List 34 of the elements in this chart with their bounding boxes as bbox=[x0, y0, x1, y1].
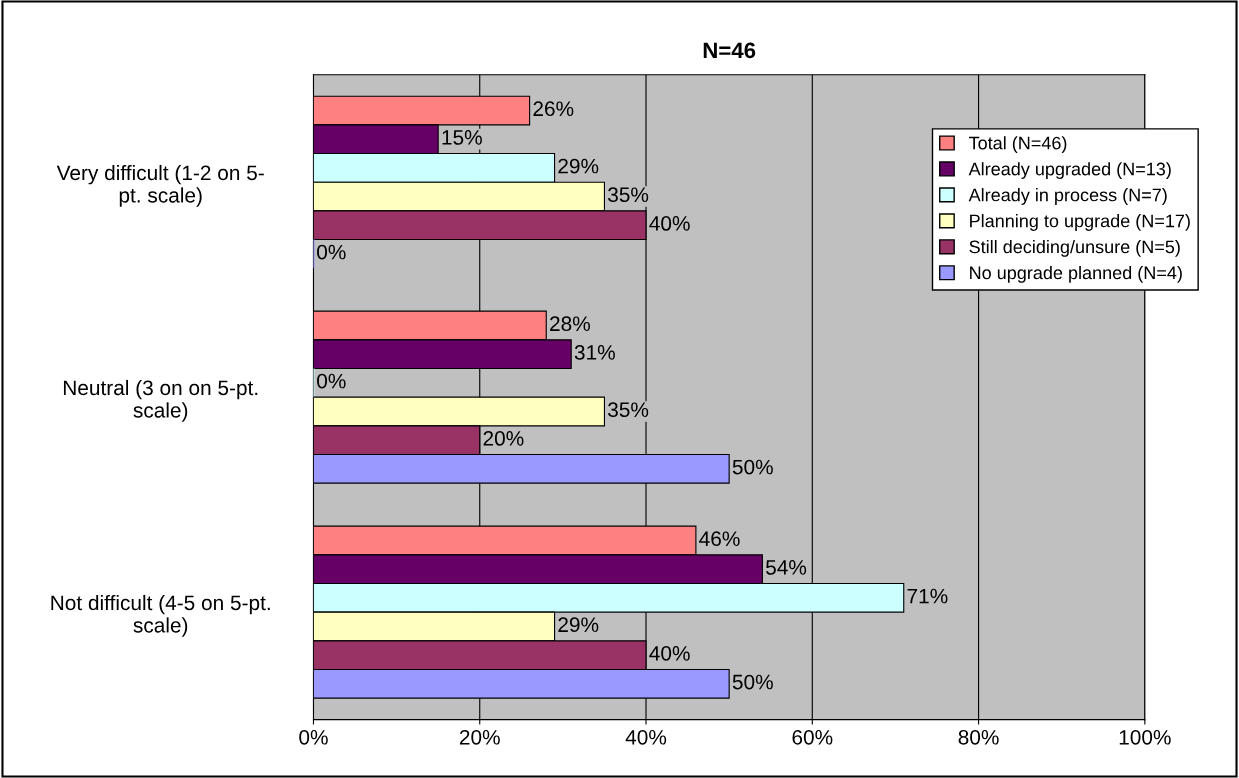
x-tick-label: 40% bbox=[625, 729, 667, 745]
data-label: 0% bbox=[317, 244, 346, 260]
x-tick-label: 100% bbox=[1119, 729, 1171, 745]
legend-label: Total (N=46) bbox=[969, 136, 1067, 153]
legend-label: Planning to upgrade (N=17) bbox=[970, 214, 1190, 231]
data-label: 71% bbox=[907, 588, 948, 604]
y-tick-label: Very difficult (1-2 on 5- pt. scale) bbox=[56, 164, 264, 207]
data-label: 28% bbox=[550, 316, 590, 332]
data-label: 50% bbox=[732, 459, 773, 475]
x-tick-label: 60% bbox=[792, 729, 833, 745]
y-tick-label: Not difficult (4-5 on 5-pt. scale) bbox=[51, 594, 270, 637]
x-tick-label: 20% bbox=[459, 729, 500, 745]
chart-title: N=46 bbox=[703, 42, 756, 59]
y-tick-label: Neutral (3 on on 5-pt. scale) bbox=[63, 379, 258, 422]
data-label: 31% bbox=[574, 345, 615, 360]
data-label: 29% bbox=[558, 158, 599, 174]
data-label: 0% bbox=[317, 373, 346, 389]
data-label: 35% bbox=[608, 402, 649, 418]
legend-label: Already upgraded (N=13) bbox=[968, 162, 1171, 179]
data-label: 50% bbox=[732, 674, 773, 690]
data-label: 20% bbox=[483, 431, 524, 446]
data-label: 40% bbox=[649, 216, 690, 231]
x-tick-label: 0% bbox=[299, 729, 328, 745]
x-tick-label: 80% bbox=[958, 729, 999, 745]
data-label: 46% bbox=[699, 531, 740, 547]
legend-label: Already in process (N=7) bbox=[968, 188, 1167, 205]
data-label: 35% bbox=[608, 187, 649, 203]
data-label: 29% bbox=[558, 617, 599, 633]
legend-label: Still deciding/unsure (N=5) bbox=[969, 240, 1180, 257]
data-label: 54% bbox=[766, 560, 807, 575]
data-label: 15% bbox=[442, 130, 482, 145]
data-label: 40% bbox=[649, 645, 690, 661]
data-label: 26% bbox=[533, 101, 574, 117]
legend-label: No upgrade planned (N=4) bbox=[970, 265, 1182, 283]
